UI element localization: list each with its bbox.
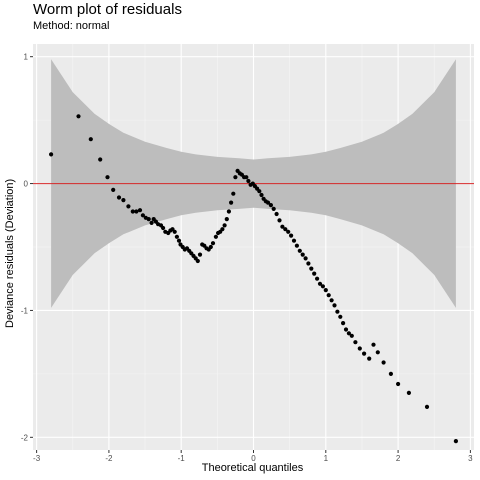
data-point — [246, 178, 251, 184]
data-point — [76, 114, 81, 119]
data-point — [294, 243, 299, 248]
data-point — [149, 220, 154, 225]
data-point — [222, 223, 227, 228]
data-point — [88, 137, 93, 142]
data-point — [309, 266, 314, 271]
x-tick-label: 3 — [468, 454, 473, 463]
data-point — [174, 234, 179, 239]
data-point — [362, 351, 367, 356]
data-point — [343, 327, 349, 332]
data-point — [176, 238, 182, 243]
data-point — [453, 439, 458, 444]
data-point — [137, 208, 143, 213]
y-tick-label: -1 — [21, 306, 29, 315]
data-point — [286, 229, 291, 234]
y-tick-label: 0 — [24, 180, 29, 189]
data-point — [116, 195, 122, 200]
data-point — [289, 233, 294, 238]
data-point — [224, 217, 229, 222]
residual-points — [49, 114, 458, 444]
data-point — [195, 258, 200, 264]
x-axis-ticks: -3 -2 -1 0 1 2 3 — [33, 450, 473, 463]
x-tick-label: 0 — [251, 454, 256, 463]
y-axis-ticks: -2 -1 0 1 — [21, 53, 33, 442]
data-point — [140, 213, 145, 218]
data-point — [229, 200, 234, 205]
y-tick-label: 1 — [24, 53, 29, 62]
data-point — [303, 256, 308, 261]
data-point — [297, 248, 302, 253]
data-point — [268, 203, 273, 208]
data-point — [98, 157, 103, 162]
data-point — [121, 198, 126, 203]
data-point — [371, 342, 376, 347]
data-point — [220, 227, 225, 232]
data-point — [315, 276, 320, 281]
data-point — [406, 390, 411, 395]
data-point — [320, 284, 325, 289]
data-point — [346, 331, 351, 336]
data-point — [208, 244, 213, 250]
data-point — [197, 252, 203, 257]
data-point — [349, 333, 354, 338]
data-point — [126, 204, 131, 209]
data-point — [257, 189, 262, 194]
x-tick-label: -1 — [178, 454, 186, 463]
data-point — [105, 175, 110, 180]
data-point — [367, 356, 372, 361]
data-point — [388, 371, 393, 376]
data-point — [244, 175, 249, 180]
data-point — [231, 191, 236, 196]
data-point — [338, 314, 343, 319]
data-point — [172, 229, 177, 234]
data-point — [283, 227, 288, 232]
data-point — [357, 346, 362, 351]
data-point — [353, 340, 358, 345]
x-tick-label: -2 — [105, 454, 113, 463]
data-point — [274, 211, 279, 217]
data-point — [329, 298, 334, 303]
y-tick-label: -2 — [21, 433, 29, 442]
data-point — [134, 209, 139, 214]
data-point — [300, 252, 305, 257]
data-point — [424, 404, 430, 409]
data-point — [130, 209, 135, 214]
x-tick-label: 1 — [324, 454, 329, 463]
data-point — [335, 309, 340, 314]
data-point — [259, 192, 264, 198]
data-point — [317, 281, 323, 286]
data-point — [306, 261, 311, 266]
x-axis-label: Theoretical quantiles — [201, 462, 304, 474]
data-point — [233, 175, 238, 180]
data-point — [265, 200, 271, 205]
y-axis-label: Deviance residuals (Deviation) — [4, 178, 16, 328]
data-point — [381, 360, 386, 365]
x-tick-label: -3 — [33, 454, 41, 463]
data-point — [146, 217, 151, 222]
chart-subtitle: Method: normal — [33, 20, 110, 32]
data-point — [332, 303, 337, 308]
data-point — [396, 381, 401, 387]
data-point — [312, 271, 317, 276]
data-point — [49, 152, 54, 157]
data-point — [326, 293, 331, 298]
data-point — [280, 224, 285, 229]
data-point — [277, 218, 282, 223]
data-point — [226, 209, 231, 214]
data-point — [111, 187, 116, 192]
x-tick-label: 2 — [396, 454, 401, 463]
chart-title: Worm plot of residuals — [33, 1, 182, 18]
data-point — [323, 288, 328, 293]
data-point — [161, 225, 166, 231]
data-point — [213, 234, 218, 239]
data-point — [375, 350, 380, 355]
data-point — [341, 321, 346, 326]
data-point — [271, 206, 276, 211]
data-point — [210, 241, 216, 246]
data-point — [291, 238, 297, 243]
